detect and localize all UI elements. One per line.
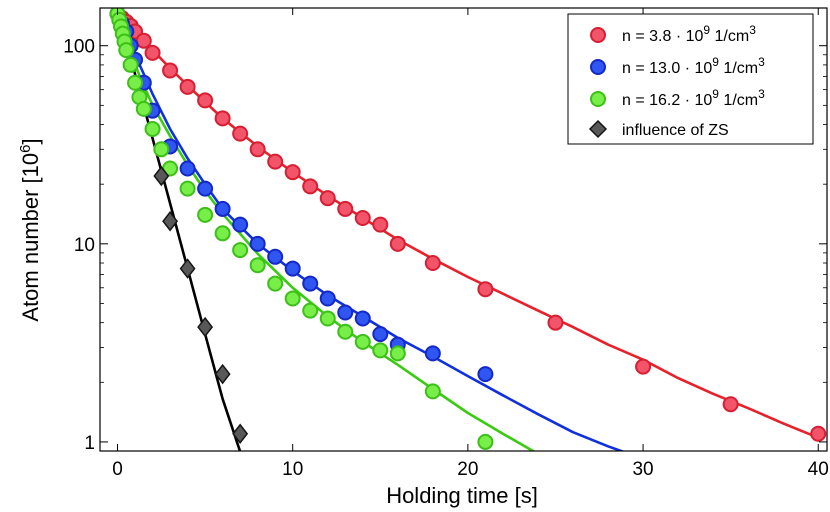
y-tick-label: 10 (74, 235, 95, 256)
data-point-series-4 (197, 316, 214, 338)
x-axis-label: Holding time [s] (386, 483, 538, 508)
y-axis-label: Atom number [106] (17, 138, 43, 321)
data-point-series-2 (319, 290, 336, 307)
x-tick-label: 20 (457, 459, 478, 480)
data-point-series-1 (372, 216, 389, 233)
data-point-series-2 (354, 310, 371, 327)
data-point-series-3 (153, 141, 170, 158)
data-point-series-3 (302, 302, 319, 319)
data-point-series-1 (389, 235, 406, 252)
data-point-series-1 (547, 314, 564, 331)
data-point-series-3 (372, 342, 389, 359)
data-point-series-2 (232, 216, 249, 233)
data-point-series-2 (284, 260, 301, 277)
legend-marker-series-2 (590, 59, 606, 75)
data-point-series-4 (179, 258, 196, 279)
data-point-series-2 (179, 160, 196, 177)
data-point-series-1 (179, 78, 196, 95)
data-point-series-4 (153, 165, 170, 187)
data-point-series-2 (372, 326, 389, 343)
data-point-series-2 (337, 304, 354, 321)
data-point-series-4 (232, 423, 249, 444)
legend-marker-series-1 (590, 27, 606, 43)
data-point-series-1 (284, 164, 301, 181)
data-point-series-1 (249, 141, 266, 158)
data-point-series-3 (144, 120, 161, 137)
data-point-series-1 (267, 153, 284, 170)
data-point-series-3 (284, 290, 301, 307)
legend-entry-series-2: n = 13.0 · 109 1/cm3 (590, 55, 765, 77)
data-point-series-1 (214, 110, 231, 127)
legend-marker-series-3 (590, 91, 606, 107)
data-point-series-3 (122, 56, 139, 73)
legend-label-series-2: n = 13.0 · 109 1/cm3 (622, 55, 765, 77)
data-point-series-3 (319, 310, 336, 327)
y-tick-label: 100 (63, 37, 95, 58)
data-point-series-4 (214, 363, 231, 385)
data-point-series-3 (135, 100, 152, 117)
data-point-series-1 (135, 32, 152, 49)
x-tick-label: 10 (282, 459, 303, 480)
data-point-series-4 (162, 211, 179, 232)
plot-frame (99, 7, 828, 452)
data-point-series-3 (477, 433, 494, 450)
data-point-series-1 (810, 425, 827, 442)
legend-entry-series-3: n = 16.2 · 109 1/cm3 (590, 87, 765, 109)
legend-entry-series-4: influence of ZS (588, 119, 729, 139)
fit-line-series-2 (116, 13, 626, 451)
data-point-series-1 (232, 125, 249, 142)
legend-entry-series-1: n = 3.8 · 109 1/cm3 (590, 23, 756, 45)
data-point-series-2 (214, 200, 231, 217)
data-point-series-2 (267, 248, 284, 265)
data-point-series-3 (354, 333, 371, 350)
data-point-series-1 (354, 210, 371, 227)
data-point-series-2 (302, 275, 319, 292)
data-point-series-1 (302, 178, 319, 195)
data-point-series-3 (424, 383, 441, 400)
data-point-series-3 (232, 242, 249, 259)
data-point-series-3 (389, 345, 406, 362)
data-point-series-3 (249, 257, 266, 274)
data-point-series-3 (179, 180, 196, 197)
data-point-series-1 (424, 255, 441, 272)
data-point-series-1 (722, 396, 739, 413)
data-point-series-2 (197, 180, 214, 197)
data-point-series-2 (424, 345, 441, 362)
legend-label-series-1: n = 3.8 · 109 1/cm3 (622, 23, 756, 45)
data-markers (109, 8, 827, 450)
data-point-series-1 (635, 358, 652, 375)
data-point-series-1 (144, 44, 161, 61)
legend-box (567, 13, 814, 145)
data-point-series-1 (197, 92, 214, 109)
legend-label-series-3: n = 16.2 · 109 1/cm3 (622, 87, 765, 109)
axis-ticks: 0 10 20 30 40 1 10 100 (63, 8, 829, 480)
data-point-series-2 (477, 366, 494, 383)
data-point-series-3 (118, 42, 135, 59)
y-tick-label: 1 (84, 433, 95, 454)
data-point-series-3 (267, 275, 284, 292)
x-tick-label: 0 (112, 459, 123, 480)
data-point-series-1 (337, 200, 354, 217)
data-point-series-1 (162, 62, 179, 79)
x-tick-label: 30 (632, 459, 653, 480)
data-point-series-1 (477, 281, 494, 298)
legend-marker-series-4 (588, 119, 608, 139)
data-point-series-2 (249, 235, 266, 252)
x-tick-label: 40 (808, 459, 829, 480)
data-point-series-3 (127, 74, 144, 91)
data-point-series-1 (319, 190, 336, 207)
data-point-series-3 (197, 206, 214, 223)
data-point-series-3 (337, 323, 354, 340)
data-point-series-3 (214, 225, 231, 242)
legend-label-series-4: influence of ZS (622, 122, 729, 139)
legend: n = 3.8 · 109 1/cm3 n = 13.0 · 109 1/cm3… (567, 13, 814, 145)
